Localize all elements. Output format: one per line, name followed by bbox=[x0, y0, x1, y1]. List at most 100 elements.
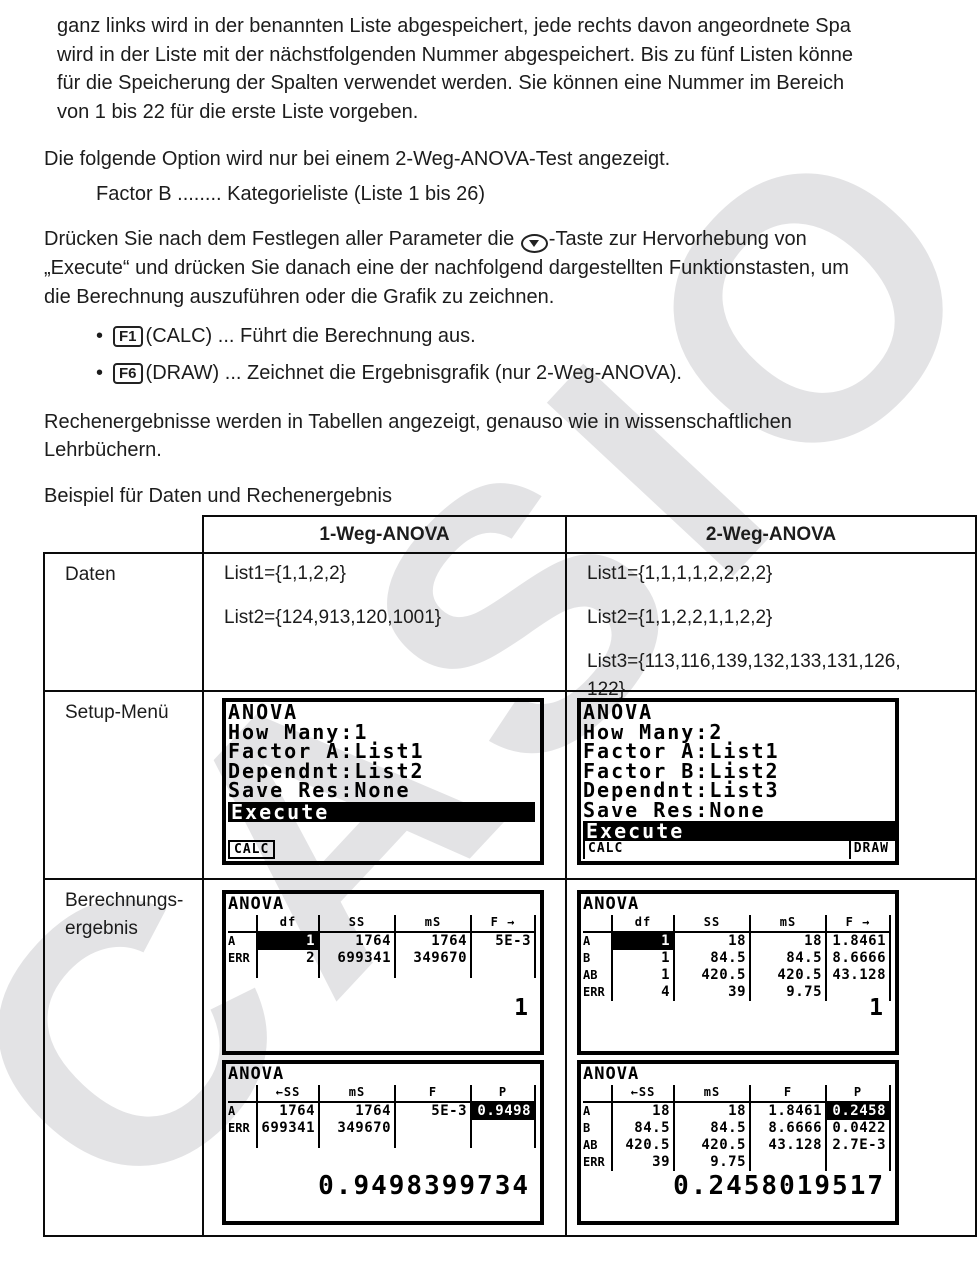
lcd-header-cell: P bbox=[827, 1085, 891, 1103]
text-line: für die Speicherung der Spalten verwende… bbox=[57, 72, 845, 94]
lcd-header-cell: SS bbox=[675, 915, 751, 933]
lcd-grid-extender bbox=[258, 967, 320, 978]
example-table: 1-Weg-ANOVA 2-Weg-ANOVA Daten List1={1,1… bbox=[43, 515, 977, 1237]
lcd-cell: 18 bbox=[613, 1103, 675, 1120]
lcd-cell: 5E-3 bbox=[472, 933, 536, 950]
lcd-line: Dependnt:List3 bbox=[583, 778, 780, 802]
lcd-row-label: ERR bbox=[228, 950, 258, 967]
lcd-cell: 43.128 bbox=[751, 1137, 827, 1154]
anova-result-table: df SS mS F → A 1 1764 1764 5E-3 ERR 2 69… bbox=[228, 915, 540, 978]
anova-result-table: ←SS mS F P A 1764 1764 5E-3 0.9498 ERR 6… bbox=[228, 1085, 540, 1148]
lcd-row-label: B bbox=[583, 950, 613, 967]
lcd-title: ANOVA bbox=[228, 894, 285, 914]
lcd-cell: 420.5 bbox=[675, 1137, 751, 1154]
list-line: List2={1,1,2,2,1,1,2,2} bbox=[587, 607, 773, 628]
lcd-header-cell: F → bbox=[827, 915, 891, 933]
setup-cell-2weg: ANOVA How Many:2 Factor A:List1 Factor B… bbox=[565, 690, 977, 878]
lcd-header-cell: ←SS bbox=[258, 1085, 320, 1103]
lcd-row-label: ERR bbox=[228, 1120, 258, 1137]
lcd-cell: 9.75 bbox=[751, 984, 827, 1001]
lcd-grid-extender bbox=[320, 1137, 396, 1148]
text-line: ganz links wird in der benannten Liste a… bbox=[57, 15, 851, 37]
lcd-total: 0.2458019517 bbox=[673, 1171, 885, 1201]
lcd-title: ANOVA bbox=[583, 1064, 640, 1084]
list-line: List2={124,913,120,1001} bbox=[224, 607, 442, 628]
row-label-setup: Setup-Menü bbox=[43, 690, 202, 878]
lcd-grid-extender bbox=[320, 967, 396, 978]
lcd-header-cell: df bbox=[613, 915, 675, 933]
lcd-line: Save Res:None bbox=[583, 797, 766, 822]
lcd-cell: 84.5 bbox=[613, 1120, 675, 1137]
lcd-header-cell: F bbox=[396, 1085, 472, 1103]
lcd-cell bbox=[827, 984, 891, 1001]
lcd-cell: 8.6666 bbox=[751, 1120, 827, 1137]
lcd-line: Factor B:List2 bbox=[583, 758, 780, 783]
lcd-cell: 2 bbox=[258, 950, 320, 967]
calc-screen-result-2weg-df: ANOVA df SS mS F → A 1 18 18 1.8461 B 1 … bbox=[577, 890, 899, 1055]
lcd-header-cell: F → bbox=[472, 915, 536, 933]
lcd-header-cell: F bbox=[751, 1085, 827, 1103]
lcd-cell: 349670 bbox=[320, 1120, 396, 1137]
down-triangle-glyph bbox=[529, 240, 540, 247]
list-line: List1={1,1,1,1,2,2,2,2} bbox=[587, 563, 773, 584]
softkey-calc: CALC bbox=[228, 840, 276, 859]
setup-cell-1weg: ANOVA How Many:1 Factor A:List1 Dependnt… bbox=[202, 690, 565, 878]
results-paragraph: Rechenergebnisse werden in Tabellen ange… bbox=[44, 408, 792, 464]
lcd-header-cell bbox=[228, 915, 258, 933]
lcd-cell: 1 bbox=[613, 950, 675, 967]
anova-result-table: df SS mS F → A 1 18 18 1.8461 B 1 84.5 8… bbox=[583, 915, 895, 1001]
text-line: wird in der Liste mit der nächstfolgende… bbox=[57, 43, 853, 66]
lcd-header-cell: SS bbox=[320, 915, 396, 933]
lcd-header-cell: mS bbox=[396, 915, 472, 933]
result-cell-1weg: ANOVA df SS mS F → A 1 1764 1764 5E-3 ER… bbox=[202, 878, 565, 1237]
lcd-cell-highlighted: 1 bbox=[613, 933, 675, 950]
text-line: Rechenergebnisse werden in Tabellen ange… bbox=[44, 411, 792, 433]
option-note: Die folgende Option wird nur bei einem 2… bbox=[44, 148, 671, 170]
factor-b-line: Factor B ........ Kategorieliste (Liste … bbox=[96, 183, 486, 205]
lcd-cell: 84.5 bbox=[751, 950, 827, 967]
lcd-cell: 1764 bbox=[396, 933, 472, 950]
lcd-row-label: ERR bbox=[583, 984, 613, 1001]
lcd-cell: 4 bbox=[613, 984, 675, 1001]
lcd-cell: 420.5 bbox=[675, 967, 751, 984]
bullet-dot: • bbox=[96, 325, 104, 347]
lcd-cell bbox=[751, 1154, 827, 1171]
lcd-line: How Many:1 bbox=[228, 719, 369, 744]
lcd-cell bbox=[396, 1120, 472, 1137]
lcd-header-cell: mS bbox=[320, 1085, 396, 1103]
calc-screen-result-1weg-df: ANOVA df SS mS F → A 1 1764 1764 5E-3 ER… bbox=[222, 890, 544, 1055]
row-label-result: Berechnungs- ergebnis bbox=[43, 878, 202, 1237]
lcd-cell: 84.5 bbox=[675, 950, 751, 967]
lcd-total: 1 bbox=[869, 995, 885, 1021]
list-line: 122} bbox=[587, 679, 626, 700]
lcd-cell-highlighted: 0.9498 bbox=[472, 1103, 536, 1120]
press-paragraph: Drücken Sie nach dem Festlegen aller Par… bbox=[44, 225, 849, 312]
lcd-cell: 84.5 bbox=[675, 1120, 751, 1137]
lcd-cell: 0.0422 bbox=[827, 1120, 891, 1137]
lcd-cell bbox=[472, 950, 536, 967]
lcd-header-cell: mS bbox=[675, 1085, 751, 1103]
lcd-cell: 18 bbox=[675, 933, 751, 950]
lcd-line: How Many:2 bbox=[583, 719, 724, 744]
list-line: List3={113,116,139,132,133,131,126, bbox=[587, 651, 901, 672]
lcd-header-cell: df bbox=[258, 915, 320, 933]
lcd-header-cell: mS bbox=[751, 915, 827, 933]
lcd-grid-extender bbox=[472, 1137, 536, 1148]
calc-screen-setup-1weg: ANOVA How Many:1 Factor A:List1 Dependnt… bbox=[222, 698, 544, 865]
lcd-row-label: AB bbox=[583, 1137, 613, 1154]
lcd-grid-extender bbox=[228, 1137, 258, 1148]
row-label-daten: Daten bbox=[43, 552, 202, 690]
lcd-grid-extender bbox=[396, 967, 472, 978]
text-line: Drücken Sie nach dem Festlegen aller Par… bbox=[44, 225, 849, 254]
lcd-cell: 420.5 bbox=[751, 967, 827, 984]
bullet-dot: • bbox=[96, 362, 104, 384]
lcd-row-label: A bbox=[228, 1103, 258, 1120]
text-segment: -Taste zur Hervorhebung von bbox=[548, 228, 807, 250]
lcd-cell: 420.5 bbox=[613, 1137, 675, 1154]
result-cell-2weg: ANOVA df SS mS F → A 1 18 18 1.8461 B 1 … bbox=[565, 878, 977, 1237]
lcd-title: ANOVA bbox=[583, 894, 640, 914]
text-line: von 1 bis 22 für die erste Liste vorgebe… bbox=[57, 100, 419, 123]
row-label-line: ergebnis bbox=[65, 918, 138, 939]
lcd-header-cell: ←SS bbox=[613, 1085, 675, 1103]
text-line: die Berechnung auszuführen oder die Graf… bbox=[44, 286, 555, 308]
